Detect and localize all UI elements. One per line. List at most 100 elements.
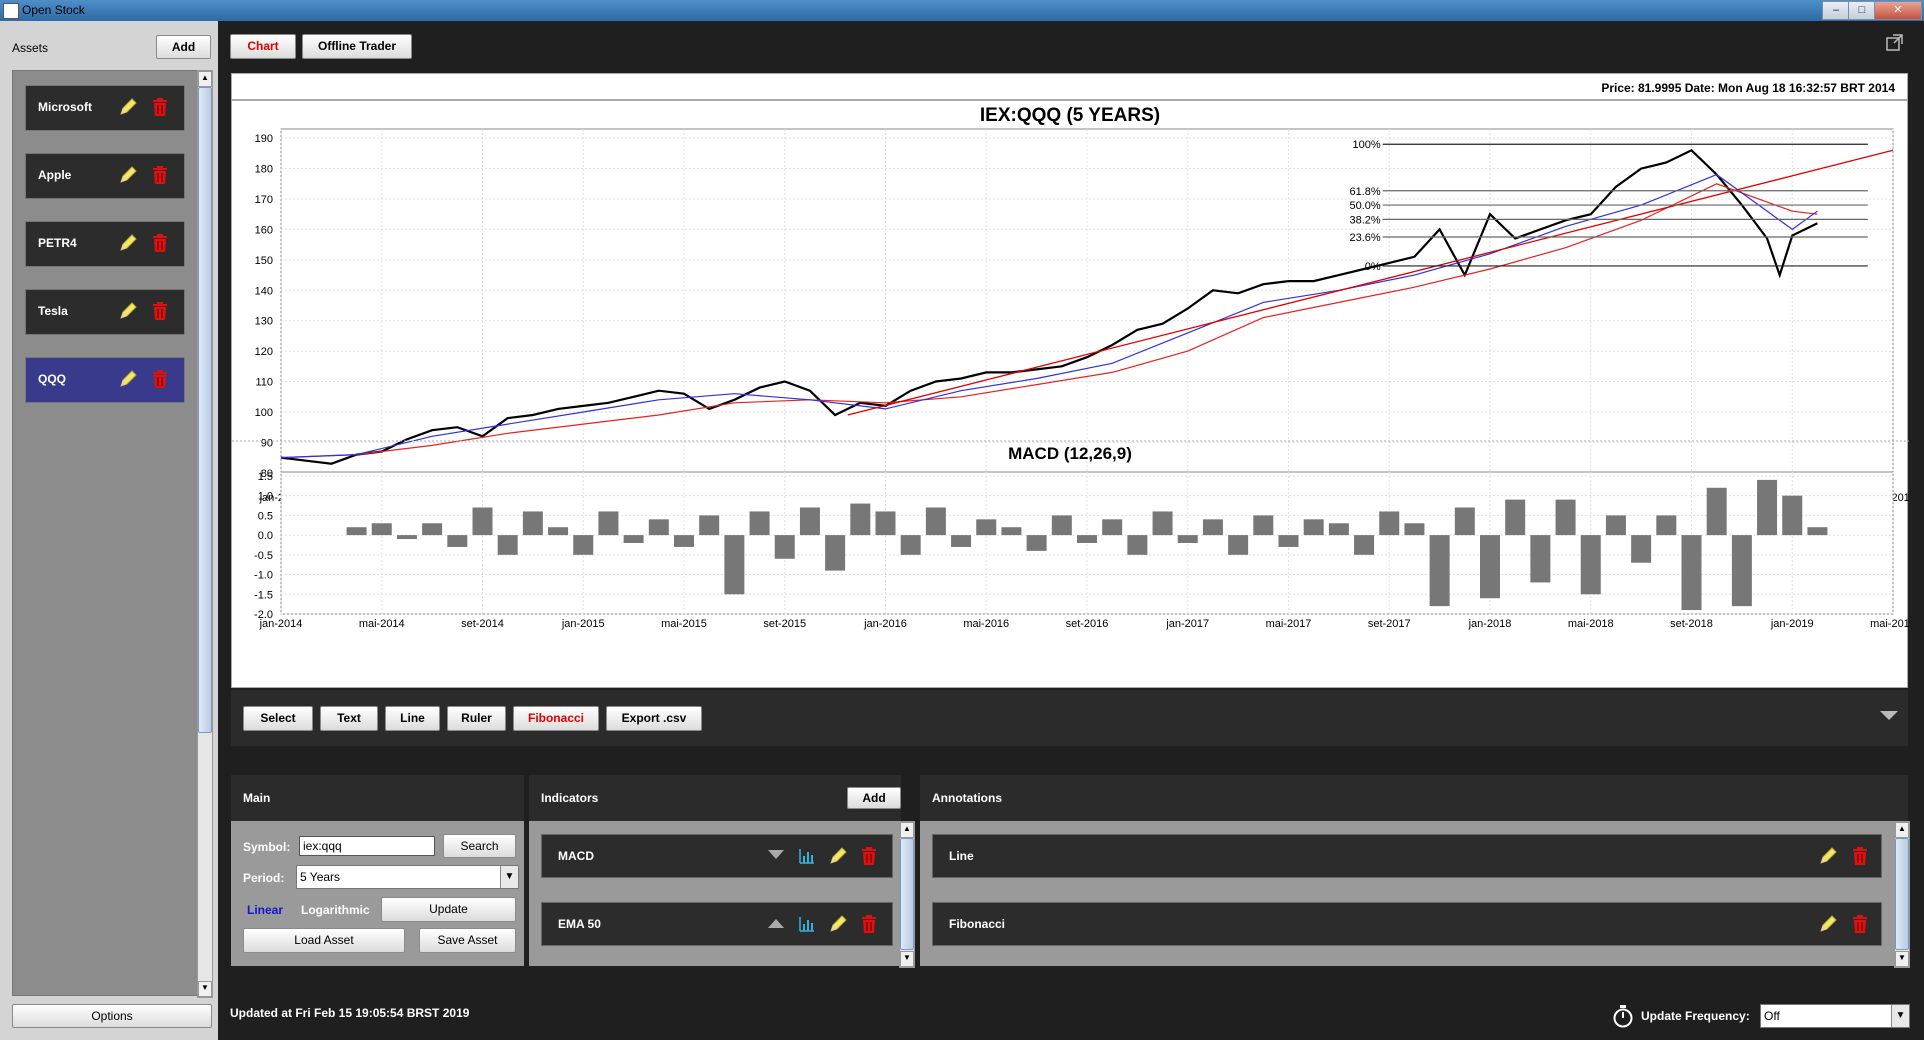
macd-bar — [1001, 527, 1022, 536]
edit-pencil-icon[interactable] — [117, 368, 139, 390]
annotation-name: Line — [949, 849, 974, 863]
scroll-down-arrow-icon[interactable]: ▼ — [1895, 951, 1909, 967]
asset-card-apple[interactable]: Apple — [25, 153, 185, 199]
delete-trash-icon[interactable] — [149, 232, 171, 254]
fibonacci-level-label: 100% — [1353, 139, 1381, 151]
macd-bar — [1555, 499, 1576, 536]
price-y-tick-label: 80 — [261, 468, 273, 480]
annotation-item-line[interactable]: Line — [932, 834, 1882, 878]
update-button[interactable]: Update — [381, 897, 516, 922]
scroll-down-arrow-icon[interactable]: ▼ — [198, 981, 212, 997]
update-frequency-select[interactable]: Off ▼ — [1760, 1004, 1910, 1028]
scroll-down-arrow-icon[interactable]: ▼ — [900, 951, 914, 967]
tool-select-button[interactable]: Select — [243, 706, 313, 731]
macd-bar — [1202, 519, 1223, 536]
asset-card-microsoft[interactable]: Microsoft — [25, 85, 185, 131]
macd-bar — [674, 535, 694, 547]
macd-bar — [699, 515, 720, 536]
delete-trash-icon[interactable] — [149, 96, 171, 118]
period-select[interactable]: 5 Years ▼ — [296, 865, 519, 889]
tool-line-button[interactable]: Line — [385, 706, 440, 731]
delete-trash-icon[interactable] — [1849, 845, 1871, 867]
linear-scale-option[interactable]: Linear — [247, 903, 284, 917]
asset-card-qqq[interactable]: QQQ — [25, 357, 185, 403]
delete-trash-icon[interactable] — [858, 845, 880, 867]
save-asset-button[interactable]: Save Asset — [419, 928, 516, 953]
update-frequency-dropdown-arrow-icon[interactable]: ▼ — [1891, 1005, 1909, 1027]
edit-pencil-icon[interactable] — [117, 300, 139, 322]
scroll-up-arrow-icon[interactable]: ▲ — [900, 822, 914, 838]
move-up-chevron-icon[interactable] — [767, 917, 785, 929]
scroll-thumb[interactable] — [900, 838, 914, 950]
annotation-item-fibonacci[interactable]: Fibonacci — [932, 902, 1882, 946]
tab-chart[interactable]: Chart — [230, 34, 296, 59]
delete-trash-icon[interactable] — [858, 913, 880, 935]
add-asset-button[interactable]: Add — [156, 35, 211, 59]
asset-card-petr4[interactable]: PETR4 — [25, 221, 185, 267]
indicator-item-macd[interactable]: MACD — [541, 834, 893, 878]
window-title: Open Stock — [22, 3, 85, 17]
edit-pencil-icon[interactable] — [117, 232, 139, 254]
macd-bar — [598, 511, 619, 536]
macd-x-tick-label: set-2018 — [1670, 618, 1713, 630]
scroll-thumb[interactable] — [198, 87, 212, 733]
asset-card-tesla[interactable]: Tesla — [25, 289, 185, 335]
move-down-chevron-icon[interactable] — [767, 849, 785, 861]
macd-bar — [1505, 499, 1526, 536]
tab-offline-trader[interactable]: Offline Trader — [302, 34, 412, 59]
charts-svg[interactable]: IEX:QQQ (5 YEARS) 80 90 100 110 120 130 140 150 1… — [232, 101, 1916, 689]
delete-trash-icon[interactable] — [149, 368, 171, 390]
annotations-scrollbar[interactable]: ▲ ▼ — [1894, 821, 1910, 968]
edit-pencil-icon[interactable] — [1817, 845, 1839, 867]
edit-pencil-icon[interactable] — [1817, 913, 1839, 935]
edit-pencil-icon[interactable] — [827, 845, 849, 867]
search-button[interactable]: Search — [443, 834, 516, 858]
period-dropdown-arrow-icon[interactable]: ▼ — [500, 866, 518, 888]
delete-trash-icon[interactable] — [1849, 913, 1871, 935]
delete-trash-icon[interactable] — [149, 300, 171, 322]
macd-y-tick-label: -0.5 — [254, 550, 273, 562]
edit-pencil-icon[interactable] — [827, 913, 849, 935]
load-asset-button[interactable]: Load Asset — [243, 928, 405, 953]
macd-x-tick-label: mai-2016 — [963, 618, 1009, 630]
indicators-scrollbar[interactable]: ▲ ▼ — [899, 821, 915, 968]
scroll-up-arrow-icon[interactable]: ▲ — [198, 71, 212, 87]
macd-bar — [1404, 523, 1425, 536]
tool-ruler-button[interactable]: Ruler — [447, 706, 506, 731]
asset-name: Apple — [38, 168, 72, 182]
macd-bar — [548, 527, 569, 536]
logarithmic-scale-option[interactable]: Logarithmic — [301, 903, 370, 917]
macd-x-tick-label: set-2015 — [763, 618, 806, 630]
add-indicator-button[interactable]: Add — [847, 787, 901, 809]
macd-x-tick-label: jan-2018 — [1468, 618, 1512, 630]
indicators-panel-header: Indicators Add — [529, 775, 901, 821]
indicator-chart-icon[interactable] — [798, 915, 816, 933]
macd-bar — [1782, 495, 1803, 536]
macd-bar — [900, 535, 921, 555]
edit-pencil-icon[interactable] — [117, 164, 139, 186]
delete-trash-icon[interactable] — [149, 164, 171, 186]
maximize-button[interactable]: □ — [1848, 1, 1876, 20]
assets-scrollbar[interactable]: ▲ ▼ — [197, 70, 213, 998]
indicator-item-ema-50[interactable]: EMA 50 — [541, 902, 893, 946]
tool-export-csv-button[interactable]: Export .csv — [606, 706, 702, 731]
symbol-input[interactable] — [299, 836, 435, 856]
tool-fibonacci-button[interactable]: Fibonacci — [513, 706, 599, 731]
tool-text-button[interactable]: Text — [320, 706, 378, 731]
macd-bar — [1253, 515, 1274, 536]
indicator-chart-icon[interactable] — [798, 847, 816, 865]
options-button[interactable]: Options — [12, 1004, 212, 1028]
collapse-toolbar-chevron-icon[interactable] — [1879, 710, 1899, 722]
fibonacci-level-label: 61.8% — [1349, 186, 1380, 198]
close-window-button[interactable]: ✕ — [1874, 1, 1922, 20]
fibonacci-level-label: 38.2% — [1349, 214, 1380, 226]
chart-panel[interactable]: IEX:QQQ (5 YEARS) 80 90 100 110 120 130 140 150 1… — [231, 100, 1916, 689]
scroll-up-arrow-icon[interactable]: ▲ — [1895, 822, 1909, 838]
external-window-icon[interactable] — [1886, 34, 1904, 52]
scroll-thumb[interactable] — [1895, 838, 1909, 950]
minimize-button[interactable]: – — [1822, 1, 1850, 20]
macd-bar — [1051, 515, 1072, 536]
trend-line-annotation — [847, 149, 1894, 416]
macd-bar — [724, 535, 745, 595]
edit-pencil-icon[interactable] — [117, 96, 139, 118]
